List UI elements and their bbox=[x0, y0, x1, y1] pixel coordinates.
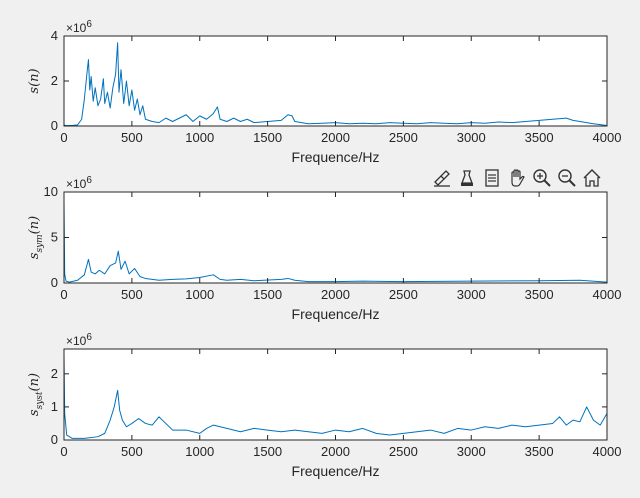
x-axis-label: Frequence/Hz bbox=[292, 463, 380, 479]
exponent-power: 6 bbox=[86, 19, 92, 30]
plot-area bbox=[64, 192, 607, 283]
exponent-base: ×10 bbox=[66, 334, 87, 348]
exponent-power: 6 bbox=[86, 332, 92, 343]
y-label-main: s bbox=[27, 409, 42, 416]
x-tick-label: 4000 bbox=[593, 444, 622, 459]
y-axis-label: s(n) bbox=[27, 68, 42, 93]
x-tick-label: 2500 bbox=[389, 444, 418, 459]
x-tick-label: 2000 bbox=[321, 287, 350, 302]
axes-1[interactable]: 0 500 1000 1500 2000 2500 3000 3500 4000 0 2 4 ×106 F… bbox=[27, 19, 621, 165]
exponent-power: 6 bbox=[86, 175, 92, 186]
axes-toolbar bbox=[431, 167, 603, 189]
exponent-label: ×106 bbox=[66, 332, 92, 348]
pan-hand-icon[interactable] bbox=[506, 167, 528, 189]
x-tick-label: 0 bbox=[60, 287, 67, 302]
exponent-label: ×106 bbox=[66, 175, 92, 191]
x-tick-label: 3000 bbox=[457, 444, 486, 459]
x-tick-label: 1000 bbox=[185, 444, 214, 459]
y-tick-label: 10 bbox=[44, 184, 58, 199]
x-tick-label: 2000 bbox=[321, 130, 350, 145]
x-axis-label: Frequence/Hz bbox=[292, 306, 380, 322]
x-tick-label: 3500 bbox=[525, 444, 554, 459]
data-tips-icon[interactable] bbox=[456, 167, 478, 189]
x-axis-label: Frequence/Hz bbox=[292, 149, 380, 165]
x-tick-label: 3500 bbox=[525, 130, 554, 145]
y-tick-label: 4 bbox=[51, 28, 58, 43]
x-tick-label: 1000 bbox=[185, 130, 214, 145]
x-tick-label: 2500 bbox=[389, 287, 418, 302]
y-label-main: s bbox=[27, 252, 42, 259]
y-tick-label: 2 bbox=[51, 73, 58, 88]
y-tick-label: 0 bbox=[51, 432, 58, 447]
y-label-subscript: syst bbox=[35, 391, 45, 409]
x-tick-label: 3000 bbox=[457, 287, 486, 302]
y-tick-label: 0 bbox=[51, 118, 58, 133]
x-tick-label: 1500 bbox=[253, 130, 282, 145]
y-axis-label: ssym(n) bbox=[27, 216, 45, 259]
plot-area bbox=[64, 36, 607, 126]
exponent-label: ×106 bbox=[66, 19, 92, 35]
y-tick-label: 1 bbox=[51, 399, 58, 414]
y-axis-label: ssyst(n) bbox=[27, 373, 45, 416]
y-tick-label: 5 bbox=[51, 230, 58, 245]
x-tick-label: 4000 bbox=[593, 287, 622, 302]
x-tick-label: 3500 bbox=[525, 287, 554, 302]
x-tick-label: 500 bbox=[121, 287, 143, 302]
zoom-in-icon[interactable] bbox=[531, 167, 553, 189]
exponent-base: ×10 bbox=[66, 177, 87, 191]
y-label-main: s(n) bbox=[27, 68, 42, 93]
series-line bbox=[64, 201, 607, 283]
y-label-suffix: (n) bbox=[27, 373, 42, 392]
x-tick-label: 1500 bbox=[253, 287, 282, 302]
y-tick-label: 0 bbox=[51, 275, 58, 290]
series-line bbox=[64, 42, 607, 126]
x-tick-label: 2500 bbox=[389, 130, 418, 145]
x-tick-label: 3000 bbox=[457, 130, 486, 145]
y-label-suffix: (n) bbox=[27, 216, 42, 235]
x-tick-label: 500 bbox=[121, 444, 143, 459]
series-line bbox=[64, 353, 607, 439]
insert-legend-icon[interactable] bbox=[481, 167, 503, 189]
zoom-out-icon[interactable] bbox=[556, 167, 578, 189]
exponent-base: ×10 bbox=[66, 21, 87, 35]
axes-2[interactable]: 0 500 1000 1500 2000 2500 3000 3500 4000 0 5 10 ×106… bbox=[27, 175, 621, 322]
axes-3[interactable]: 0 500 1000 1500 2000 2500 3000 3500 4000 0 1 2 ×106 F… bbox=[27, 332, 621, 479]
brush-data-icon[interactable] bbox=[431, 167, 453, 189]
x-tick-label: 2000 bbox=[321, 444, 350, 459]
x-tick-label: 1500 bbox=[253, 444, 282, 459]
plot-area bbox=[64, 349, 607, 440]
x-tick-label: 0 bbox=[60, 130, 67, 145]
y-label-subscript: sym bbox=[35, 234, 45, 252]
x-tick-label: 0 bbox=[60, 444, 67, 459]
y-tick-label: 2 bbox=[51, 366, 58, 381]
x-tick-label: 500 bbox=[121, 130, 143, 145]
restore-view-icon[interactable] bbox=[581, 167, 603, 189]
x-tick-label: 1000 bbox=[185, 287, 214, 302]
x-tick-label: 4000 bbox=[593, 130, 622, 145]
